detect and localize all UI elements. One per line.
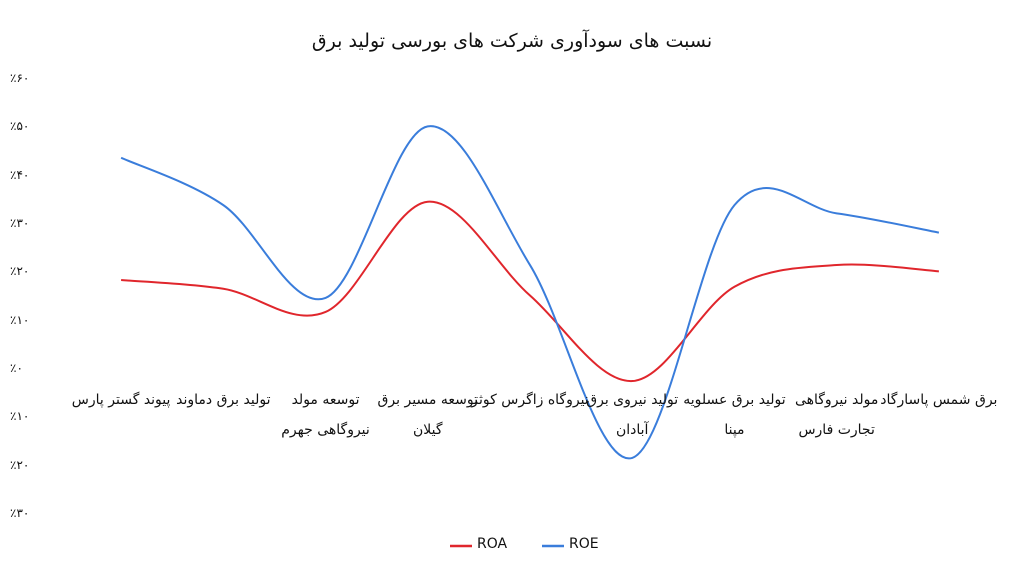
x-tick-label: تولید برق عسلویه مپنا [683,392,786,438]
y-tick-label: ٪۳۰ [10,506,30,520]
line-series [121,200,939,383]
y-tick-label: ٪۱۰ [10,409,30,424]
legend-label: ROA [477,536,508,552]
y-tick-label: ٪۶۰ [10,71,30,85]
y-tick-label: ٪۲۰ [10,264,30,279]
x-tick-label: تولید نیروی برق آبادان [586,392,679,438]
y-tick-label: ٪۴۰ [10,167,30,182]
y-tick-label: ٪۰ [10,361,23,375]
x-tick-label: پیوند گستر پارس [71,392,171,408]
x-tick-label: توسعه مسیر برق گیلان [377,392,478,438]
legend-label: ROE [569,536,599,552]
x-tick-label: تولید برق دماوند [176,392,271,408]
x-tick-label: نیروگاه زاگرس کوثر [471,392,589,408]
x-tick-label: مولد نیروگاهی تجارت فارس [794,392,879,438]
y-tick-label: ٪۱۰ [10,312,30,327]
y-tick-label: ٪۵۰ [10,119,30,134]
y-tick-label: ٪۳۰ [10,216,30,230]
x-tick-label: توسعه مولد نیروگاهی جهرم [281,392,370,438]
line-series [120,125,940,459]
chart-title: نسبت های سودآوری شرکت های بورسی تولید بر… [311,30,713,52]
x-tick-label: برق شمس پاسارگاد [880,392,998,408]
y-tick-label: ٪۲۰ [10,457,30,472]
